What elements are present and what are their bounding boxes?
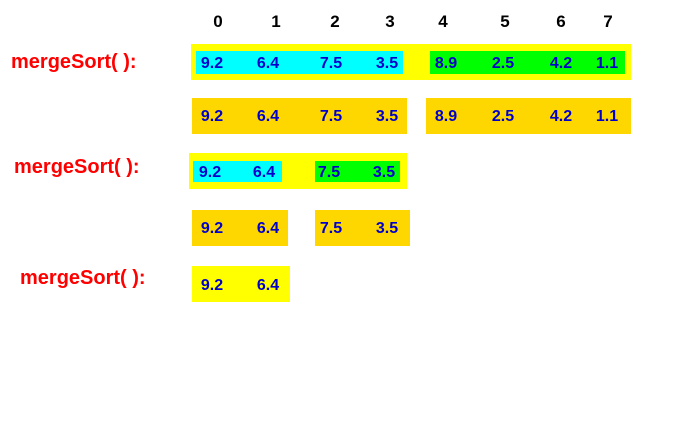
array-value: 9.2 [200, 55, 224, 72]
left-split-box [192, 98, 407, 134]
array-value: 7.5 [319, 108, 343, 125]
array-value: 3.5 [375, 220, 399, 237]
array-value: 3.5 [372, 164, 396, 181]
index-label: 1 [271, 12, 281, 31]
array-value: 3.5 [375, 55, 399, 72]
call-label: mergeSort( ): [20, 267, 146, 289]
right-half-highlight [315, 161, 400, 182]
array-value: 4.2 [549, 55, 573, 72]
array-value: 9.2 [200, 220, 224, 237]
array-value: 4.2 [549, 108, 573, 125]
index-label: 7 [603, 12, 613, 31]
left-half-highlight [196, 51, 403, 74]
index-label: 6 [556, 12, 566, 31]
outer-array-box [192, 266, 290, 302]
array-value: 2.5 [491, 108, 515, 125]
array-value: 6.4 [256, 220, 280, 237]
left-split-box [192, 210, 288, 246]
index-label: 2 [330, 12, 340, 31]
right-split-box [426, 98, 631, 134]
array-value: 9.2 [200, 277, 224, 294]
array-value: 7.5 [317, 164, 341, 181]
array-value: 1.1 [595, 55, 619, 72]
index-label: 4 [438, 12, 448, 31]
call-label: mergeSort( ): [14, 156, 140, 178]
array-value: 6.4 [256, 55, 280, 72]
array-value: 8.9 [434, 55, 458, 72]
array-value: 7.5 [319, 55, 343, 72]
array-value: 1.1 [595, 108, 619, 125]
array-value: 9.2 [198, 164, 222, 181]
call-label: mergeSort( ): [11, 51, 137, 73]
array-value: 6.4 [252, 164, 276, 181]
index-label: 0 [213, 12, 223, 31]
right-split-box [315, 210, 410, 246]
index-label: 5 [500, 12, 510, 31]
array-value: 7.5 [319, 220, 343, 237]
array-value: 2.5 [491, 55, 515, 72]
left-half-highlight [193, 161, 282, 182]
array-value: 8.9 [434, 108, 458, 125]
array-value: 9.2 [200, 108, 224, 125]
index-label: 3 [385, 12, 395, 31]
right-half-highlight [430, 51, 625, 74]
array-value: 6.4 [256, 277, 280, 294]
array-value: 3.5 [375, 108, 399, 125]
array-value: 6.4 [256, 108, 280, 125]
